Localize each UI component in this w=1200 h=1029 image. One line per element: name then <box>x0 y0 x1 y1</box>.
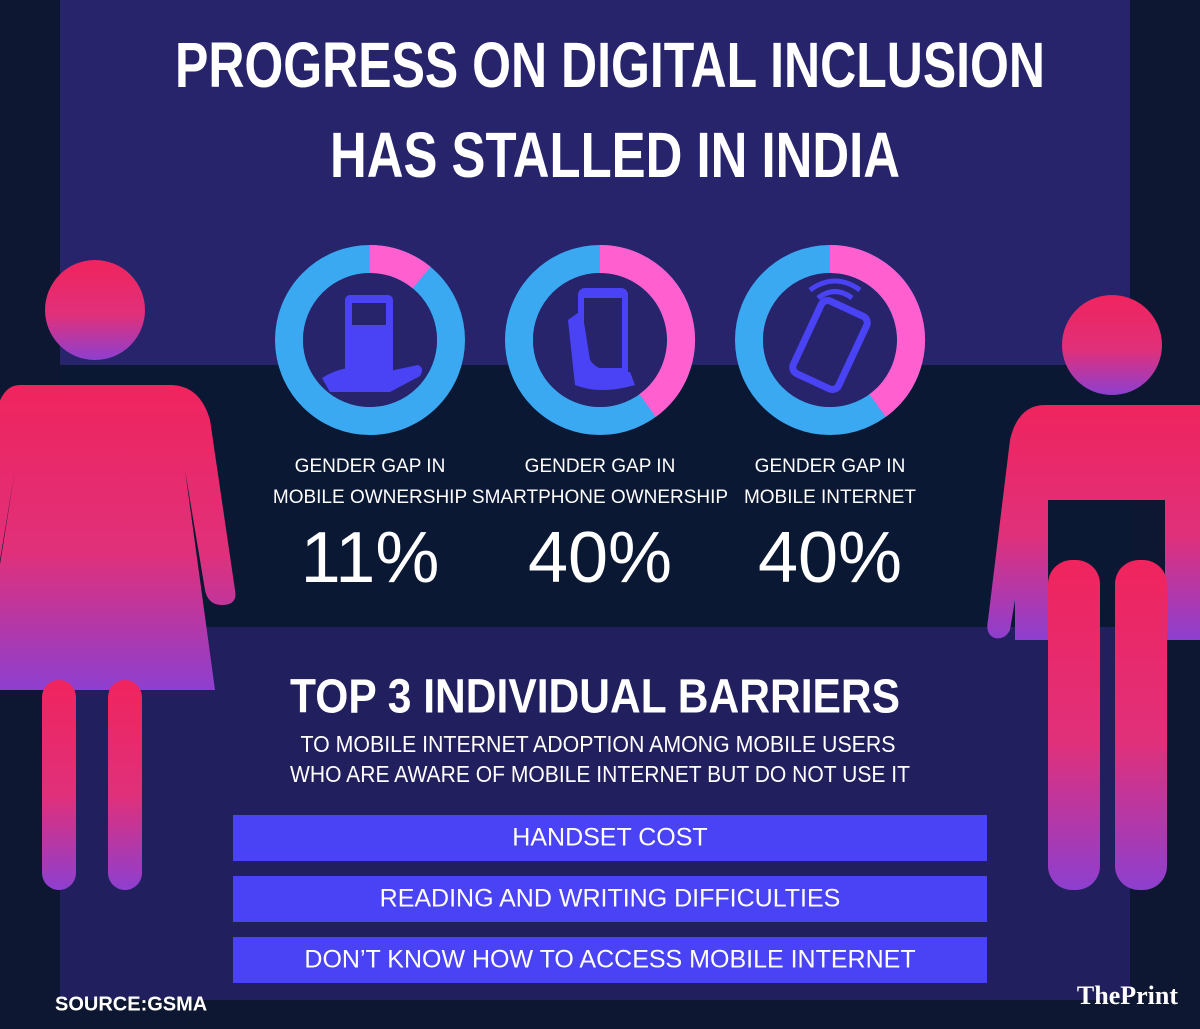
barrier-bar <box>233 937 987 983</box>
barrier-label: HANDSET COST <box>512 824 707 852</box>
donut-gap-arc <box>599 245 695 417</box>
gap-label: GENDER GAP IN <box>525 456 676 477</box>
barriers-subtitle: TO MOBILE INTERNET ADOPTION AMONG MOBILE… <box>301 731 896 757</box>
barrier-label: READING AND WRITING DIFFICULTIES <box>380 885 841 913</box>
barriers-title: TOP 3 INDIVIDUAL BARRIERS <box>290 671 900 724</box>
gap-value: 40% <box>758 518 902 598</box>
title-line: HAS STALLED IN INDIA <box>330 119 900 191</box>
barriers-subtitle: WHO ARE AWARE OF MOBILE INTERNET BUT DO … <box>290 761 910 787</box>
mobile-internet-icon <box>789 278 871 394</box>
smartphone-icon <box>568 288 635 390</box>
title-line: PROGRESS ON DIGITAL INCLUSION <box>175 29 1045 101</box>
brand: ThePrint <box>1077 981 1178 1010</box>
donut-gap-arc <box>829 245 925 417</box>
woman-figure <box>0 260 236 890</box>
gap-value: 11% <box>301 518 440 598</box>
gap-label: GENDER GAP IN <box>755 456 906 477</box>
barrier-list: HANDSET COST READING AND WRITING DIFFICUL… <box>233 815 987 983</box>
barrier-bar <box>233 876 987 922</box>
donut-gap-arc <box>369 245 431 289</box>
gap-label: MOBILE OWNERSHIP <box>273 487 467 508</box>
gap-value: 40% <box>528 518 672 598</box>
gap-label: GENDER GAP IN <box>295 456 446 477</box>
barrier-bar <box>233 815 987 861</box>
man-figure <box>987 295 1200 890</box>
gap-label: MOBILE INTERNET <box>744 487 916 508</box>
barrier-label: DON’T KNOW HOW TO ACCESS MOBILE INTERNET <box>304 946 915 974</box>
phone-icon <box>322 295 423 392</box>
gap-label: SMARTPHONE OWNERSHIP <box>472 487 728 508</box>
source: SOURCE:GSMA <box>55 993 207 1015</box>
